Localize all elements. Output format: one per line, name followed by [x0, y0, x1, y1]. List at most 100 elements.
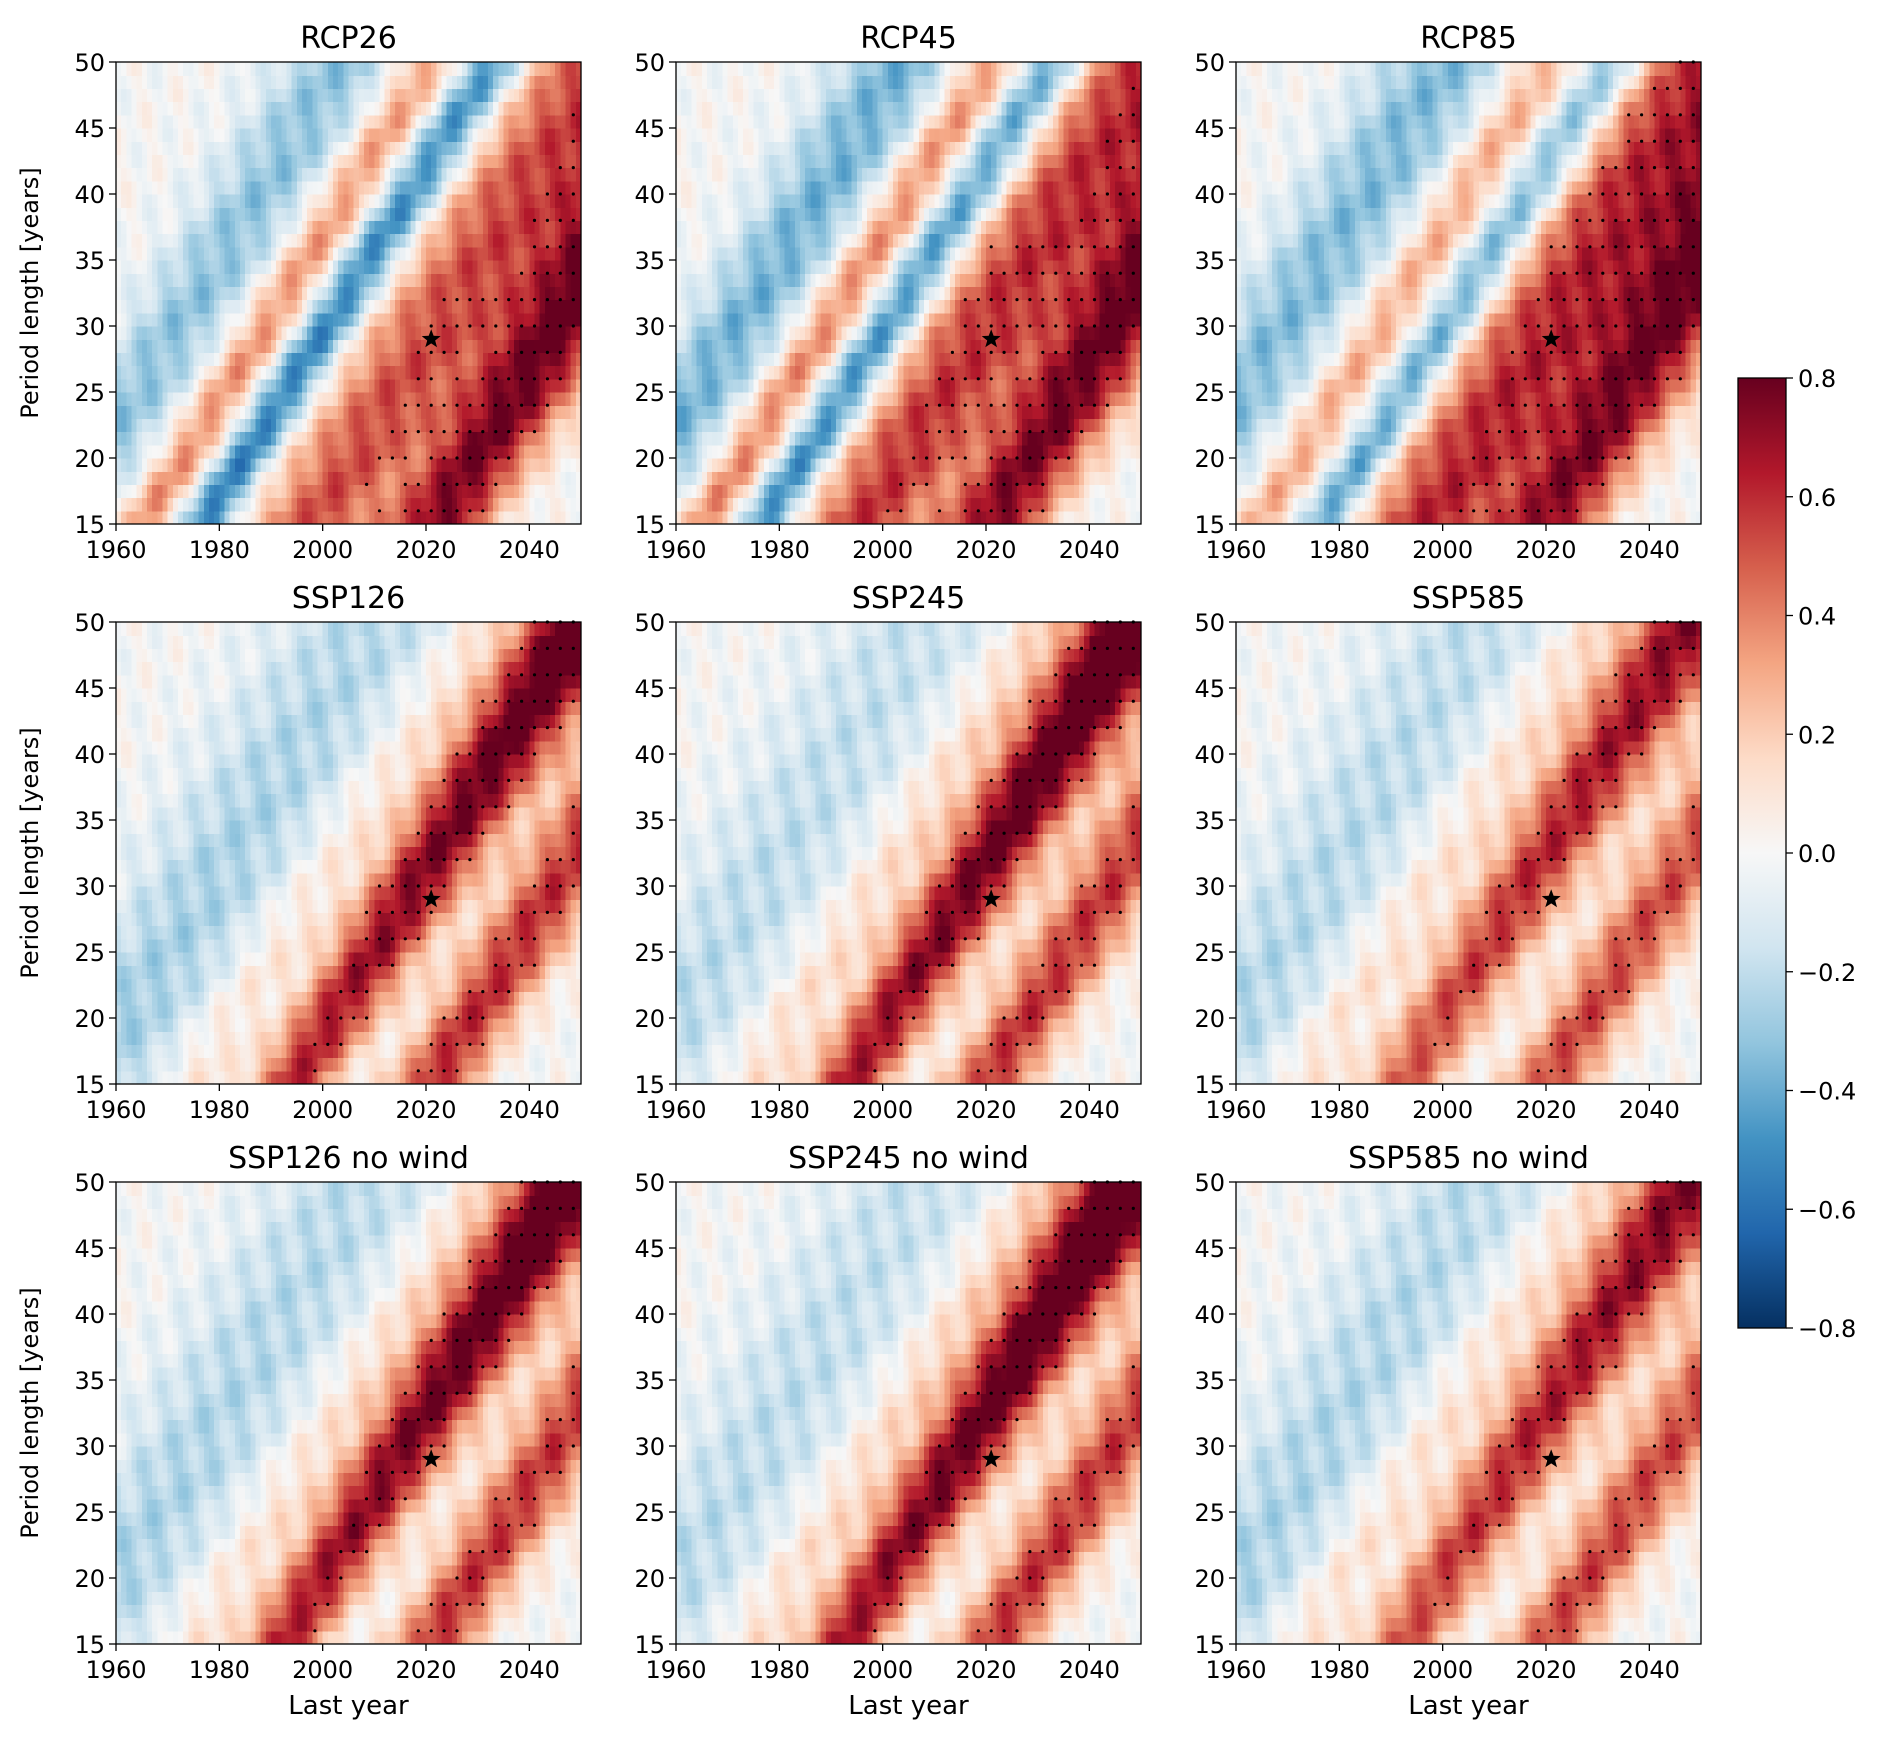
heatmap-cell: [209, 352, 215, 366]
heatmap-cell: [333, 445, 339, 459]
heatmap-cell: [529, 405, 535, 419]
heatmap-cell: [132, 418, 138, 432]
heatmap-cell: [462, 326, 468, 340]
heatmap-cell: [292, 379, 298, 393]
heatmap-cell: [142, 458, 148, 472]
heatmap-cell: [318, 432, 324, 446]
heatmap-cell: [204, 352, 210, 366]
heatmap-cell: [550, 432, 556, 446]
heatmap-cell: [194, 432, 200, 446]
heatmap-cell: [287, 352, 293, 366]
heatmap-cell: [307, 484, 313, 498]
heatmap-cell: [364, 445, 370, 459]
heatmap-cell: [245, 379, 251, 393]
heatmap-cell: [132, 498, 138, 512]
heatmap-cell: [535, 352, 541, 366]
heatmap-cell: [478, 484, 484, 498]
heatmap-cell: [194, 379, 200, 393]
heatmap-cell: [343, 484, 349, 498]
heatmap-cell: [225, 352, 231, 366]
heatmap-cell: [447, 352, 453, 366]
heatmap-cell: [147, 471, 153, 485]
heatmap-cell: [560, 313, 566, 327]
heatmap-cell: [147, 366, 153, 380]
heatmap-cell: [178, 458, 184, 472]
heatmap-cell: [147, 352, 153, 366]
heatmap-cell: [431, 418, 437, 432]
heatmap-cell: [349, 471, 355, 485]
heatmap-cell: [266, 326, 272, 340]
heatmap-cell: [214, 326, 220, 340]
heatmap-cell: [173, 432, 179, 446]
heatmap-cell: [281, 313, 287, 327]
heatmap-cell: [369, 511, 375, 525]
heatmap-cell: [390, 498, 396, 512]
heatmap-cell: [219, 498, 225, 512]
heatmap-cell: [478, 458, 484, 472]
heatmap-cell: [132, 432, 138, 446]
heatmap-cell: [230, 352, 236, 366]
heatmap-cell: [256, 458, 262, 472]
heatmap-cell: [457, 313, 463, 327]
heatmap-cell: [400, 326, 406, 340]
heatmap-cell: [431, 471, 437, 485]
heatmap-cell: [250, 352, 256, 366]
heatmap-cell: [374, 484, 380, 498]
heatmap-cell: [328, 432, 334, 446]
heatmap-cell: [349, 326, 355, 340]
heatmap-cell: [281, 339, 287, 353]
heatmap-cell: [421, 352, 427, 366]
heatmap-cell: [333, 458, 339, 472]
heatmap-cell: [442, 405, 448, 419]
heatmap-cell: [426, 511, 432, 525]
heatmap-cell: [509, 511, 515, 525]
heatmap-cell: [364, 498, 370, 512]
heatmap-cell: [400, 511, 406, 525]
heatmap-cell: [312, 352, 318, 366]
heatmap-cell: [204, 405, 210, 419]
heatmap-cell: [240, 458, 246, 472]
heatmap-cell: [566, 432, 572, 446]
heatmap-cell: [312, 300, 318, 314]
heatmap-cell: [550, 445, 556, 459]
heatmap-cell: [126, 366, 132, 380]
heatmap-cell: [214, 445, 220, 459]
heatmap-cell: [493, 326, 499, 340]
heatmap-cell: [488, 484, 494, 498]
heatmap-cell: [302, 379, 308, 393]
heatmap-cell: [535, 392, 541, 406]
heatmap-cell: [214, 484, 220, 498]
heatmap-cell: [467, 300, 473, 314]
heatmap-cell: [292, 405, 298, 419]
heatmap-cell: [225, 313, 231, 327]
heatmap-cell: [209, 418, 215, 432]
heatmap-cell: [354, 471, 360, 485]
heatmap-cell: [323, 418, 329, 432]
heatmap-cell: [261, 392, 267, 406]
heatmap-cell: [328, 498, 334, 512]
heatmap-cell: [369, 445, 375, 459]
heatmap-cell: [354, 379, 360, 393]
heatmap-cell: [462, 379, 468, 393]
heatmap-cell: [261, 418, 267, 432]
heatmap-cell: [535, 484, 541, 498]
heatmap-cell: [323, 458, 329, 472]
heatmap-cell: [132, 339, 138, 353]
heatmap-cell: [380, 498, 386, 512]
heatmap-cell: [281, 498, 287, 512]
heatmap-cell: [163, 405, 169, 419]
heatmap-cell: [545, 511, 551, 525]
heatmap-cell: [163, 418, 169, 432]
heatmap-cell: [504, 432, 510, 446]
heatmap-cell: [307, 418, 313, 432]
heatmap-cell: [137, 366, 143, 380]
heatmap-cell: [369, 326, 375, 340]
heatmap-cell: [550, 471, 556, 485]
heatmap-cell: [173, 471, 179, 485]
heatmap-cell: [571, 432, 577, 446]
heatmap-cell: [462, 484, 468, 498]
heatmap-cell: [199, 418, 205, 432]
heatmap-cell: [245, 432, 251, 446]
heatmap-cell: [493, 300, 499, 314]
heatmap-cell: [137, 445, 143, 459]
